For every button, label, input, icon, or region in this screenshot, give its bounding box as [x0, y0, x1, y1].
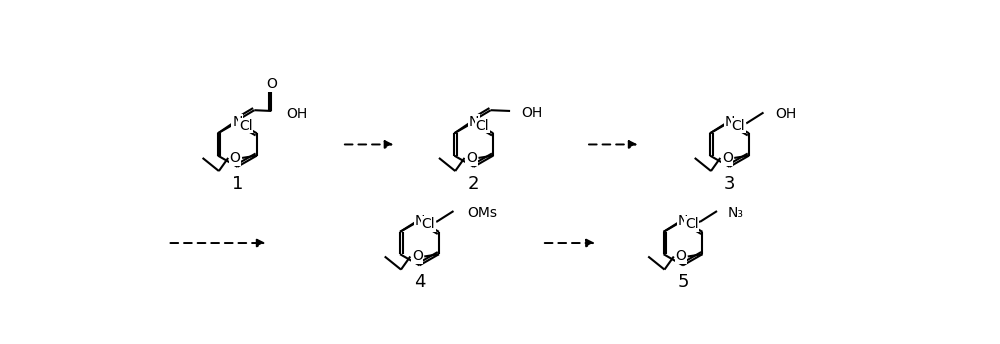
- Text: N: N: [678, 214, 688, 228]
- Text: O: O: [266, 77, 277, 91]
- Text: Cl: Cl: [476, 119, 489, 132]
- Text: Cl: Cl: [239, 119, 253, 132]
- Text: 1: 1: [232, 175, 243, 193]
- Text: O: O: [722, 151, 733, 165]
- Text: N₃: N₃: [728, 206, 744, 219]
- Text: Cl: Cl: [685, 217, 698, 231]
- Text: O: O: [675, 249, 686, 264]
- Text: 5: 5: [677, 273, 689, 291]
- Text: OH: OH: [775, 107, 796, 121]
- Text: Cl: Cl: [731, 119, 745, 132]
- Text: N: N: [724, 115, 735, 129]
- Text: O: O: [412, 249, 423, 264]
- Text: 3: 3: [724, 175, 735, 193]
- Text: N: N: [414, 214, 425, 228]
- Text: Cl: Cl: [421, 217, 435, 231]
- Text: N: N: [232, 115, 243, 129]
- Text: N: N: [469, 115, 479, 129]
- Text: OH: OH: [522, 106, 543, 119]
- Text: O: O: [230, 151, 241, 165]
- Text: 2: 2: [468, 175, 480, 193]
- Text: O: O: [466, 151, 477, 165]
- Text: OMs: OMs: [467, 206, 497, 219]
- Text: 4: 4: [414, 273, 425, 291]
- Text: OH: OH: [286, 107, 307, 121]
